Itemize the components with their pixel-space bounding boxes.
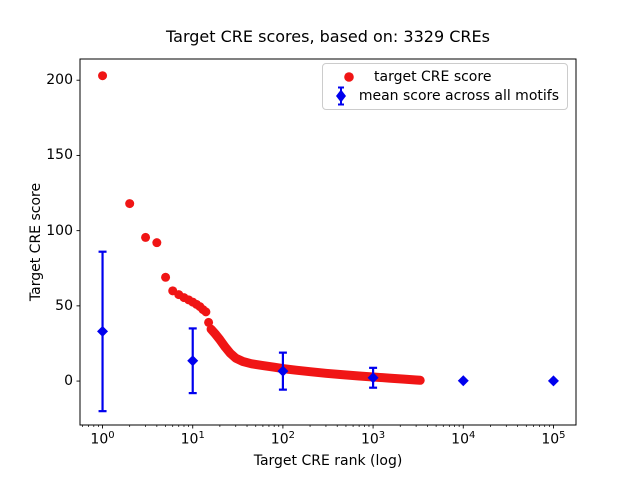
blue-diamond-point bbox=[457, 375, 469, 387]
y-tick-label: 200 bbox=[46, 72, 73, 89]
x-tick-label: 103 bbox=[360, 430, 386, 448]
red-scatter-point bbox=[125, 199, 135, 209]
x-tick-label: 102 bbox=[270, 430, 296, 448]
red-dense-band bbox=[206, 324, 425, 385]
blue-diamond-point bbox=[367, 372, 379, 384]
red-scatter-point bbox=[161, 272, 171, 282]
legend-label: mean score across all motifs bbox=[358, 88, 559, 104]
legend-entry-target-score: target CRE score bbox=[331, 67, 559, 86]
legend: target CRE score mean score across all m… bbox=[322, 63, 568, 110]
x-axis-label: Target CRE rank (log) bbox=[253, 453, 403, 469]
x-tick-label: 101 bbox=[180, 430, 205, 448]
legend-entry-mean-score: mean score across all motifs bbox=[331, 86, 559, 106]
blue-diamond-point bbox=[547, 375, 559, 387]
blue-diamond-point bbox=[277, 365, 289, 377]
red-scatter-point bbox=[201, 307, 211, 317]
y-tick-label: 100 bbox=[46, 222, 73, 239]
y-tick-label: 50 bbox=[55, 297, 73, 314]
y-tick-label: 150 bbox=[46, 147, 73, 164]
x-tick-label: 104 bbox=[451, 430, 476, 448]
axes-spines bbox=[79, 58, 577, 426]
chart-title: Target CRE scores, based on: 3329 CREs bbox=[166, 27, 490, 46]
blue-diamond-point bbox=[187, 355, 199, 367]
red-scatter-point bbox=[98, 71, 108, 81]
x-tick-label: 105 bbox=[541, 430, 566, 448]
red-scatter-point bbox=[152, 238, 162, 248]
x-tick-label: 100 bbox=[90, 430, 115, 448]
blue-diamond-errorbar-icon bbox=[331, 86, 352, 106]
red-scatter-point bbox=[204, 317, 214, 327]
blue-diamond-point bbox=[97, 325, 109, 337]
y-axis-label: Target CRE score bbox=[28, 182, 44, 302]
y-tick-label: 0 bbox=[64, 373, 73, 390]
red-circle-icon bbox=[331, 70, 367, 84]
red-scatter-point bbox=[141, 232, 151, 242]
legend-label: target CRE score bbox=[374, 68, 492, 85]
